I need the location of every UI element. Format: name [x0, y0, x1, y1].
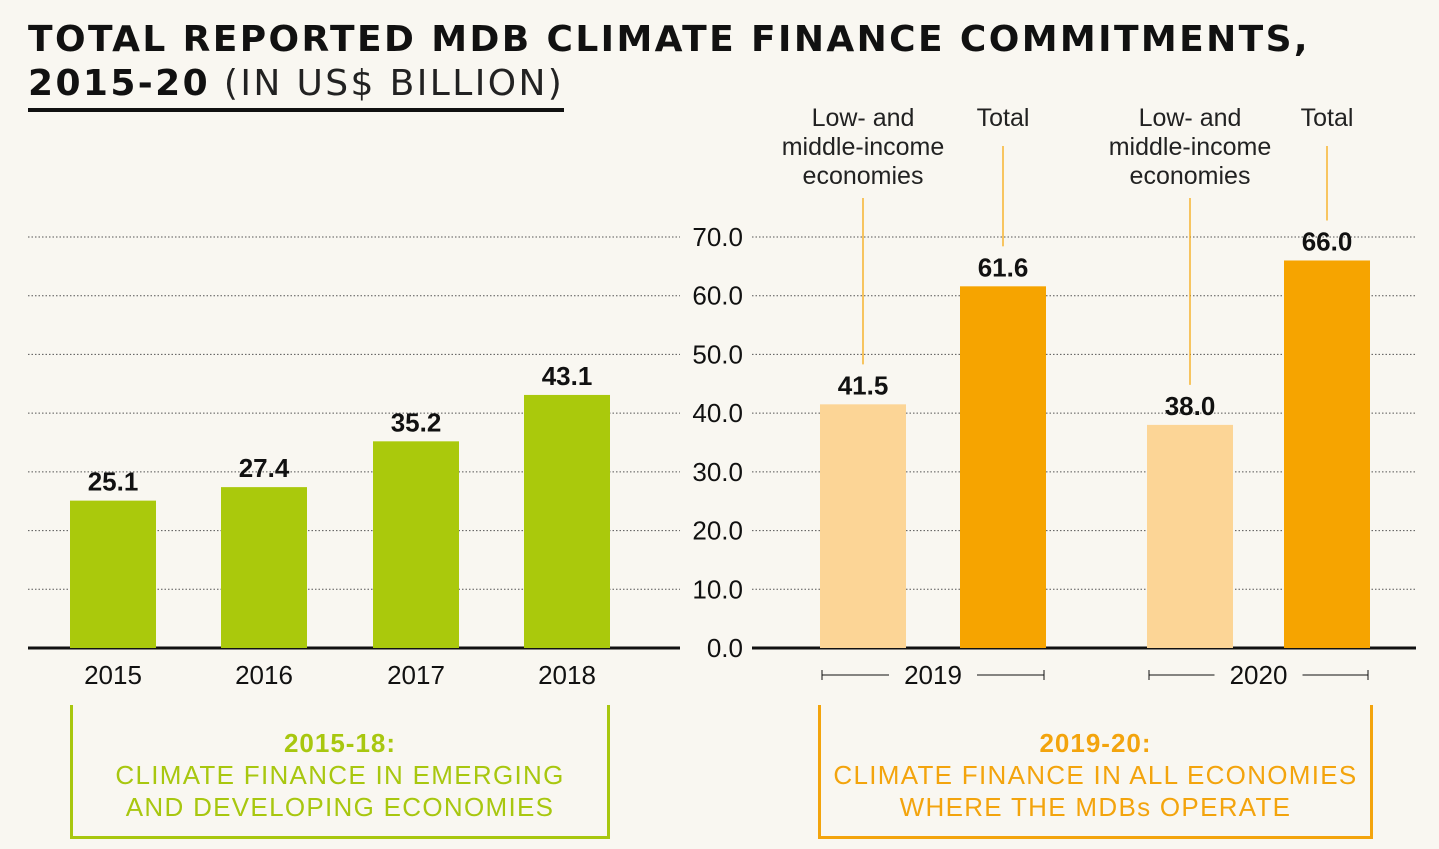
bar-2017 — [373, 441, 459, 648]
bar-2020-low_mid — [1147, 424, 1233, 648]
series-annotation: Total — [977, 104, 1030, 132]
period-box-heading: 2015-18: — [283, 728, 397, 758]
data-label: 35.2 — [391, 407, 442, 437]
period-box-2015-18: 2015-18: CLIMATE FINANCE IN EMERGING AND… — [70, 705, 610, 839]
y-tick-label: 20.0 — [692, 516, 743, 546]
x-tick-label: 2019 — [904, 660, 962, 690]
period-box-text-line: CLIMATE FINANCE IN EMERGING — [115, 760, 565, 790]
series-annotation: middle-income — [782, 133, 945, 161]
y-tick-label: 50.0 — [692, 339, 743, 369]
bar-2019-total — [960, 286, 1046, 648]
bar-2018 — [524, 394, 610, 648]
y-tick-label: 70.0 — [692, 222, 743, 252]
series-annotation: Low- and — [812, 104, 915, 132]
data-label: 38.0 — [1165, 391, 1216, 421]
period-box-text-line: WHERE THE MDBs OPERATE — [899, 792, 1292, 822]
period-box-text-line: CLIMATE FINANCE IN ALL ECONOMIES — [833, 760, 1358, 790]
y-tick-label: 40.0 — [692, 398, 743, 428]
data-label: 43.1 — [542, 361, 593, 391]
data-label: 27.4 — [239, 453, 290, 483]
period-box-heading: 2019-20: — [1039, 728, 1152, 758]
x-tick-label: 2020 — [1230, 660, 1288, 690]
period-box-text-line: AND DEVELOPING ECONOMIES — [125, 792, 555, 822]
x-tick-label: 2018 — [538, 660, 596, 690]
period-box-2019-20: 2019-20: CLIMATE FINANCE IN ALL ECONOMIE… — [818, 705, 1373, 839]
bar-2019-low_mid — [820, 404, 906, 648]
title-line-2: 2015-20 (IN US$ BILLION) — [28, 62, 565, 112]
bar-2020-total — [1284, 260, 1370, 648]
y-tick-label: 10.0 — [692, 574, 743, 604]
title-years: 2015-20 — [28, 63, 211, 104]
bar-2016 — [221, 487, 307, 648]
data-label: 25.1 — [88, 467, 139, 497]
chart-title: TOTAL REPORTED MDB CLIMATE FINANCE COMMI… — [28, 18, 1310, 112]
data-label: 66.0 — [1302, 226, 1353, 256]
y-tick-label: 30.0 — [692, 457, 743, 487]
series-annotation: Low- and — [1139, 104, 1242, 132]
series-annotation: economies — [1130, 162, 1251, 190]
series-annotation: economies — [803, 162, 924, 190]
series-annotation: Total — [1301, 104, 1354, 132]
x-tick-label: 2016 — [235, 660, 293, 690]
y-tick-label: 60.0 — [692, 281, 743, 311]
data-label: 61.6 — [978, 252, 1029, 282]
bar-2015 — [70, 500, 156, 648]
series-annotation: middle-income — [1109, 133, 1272, 161]
y-tick-label: 0.0 — [707, 633, 743, 663]
x-tick-label: 2015 — [84, 660, 142, 690]
title-units: (IN US$ BILLION) — [210, 63, 565, 104]
data-label: 41.5 — [838, 370, 889, 400]
x-tick-label: 2017 — [387, 660, 445, 690]
title-line-1: TOTAL REPORTED MDB CLIMATE FINANCE COMMI… — [28, 19, 1311, 60]
